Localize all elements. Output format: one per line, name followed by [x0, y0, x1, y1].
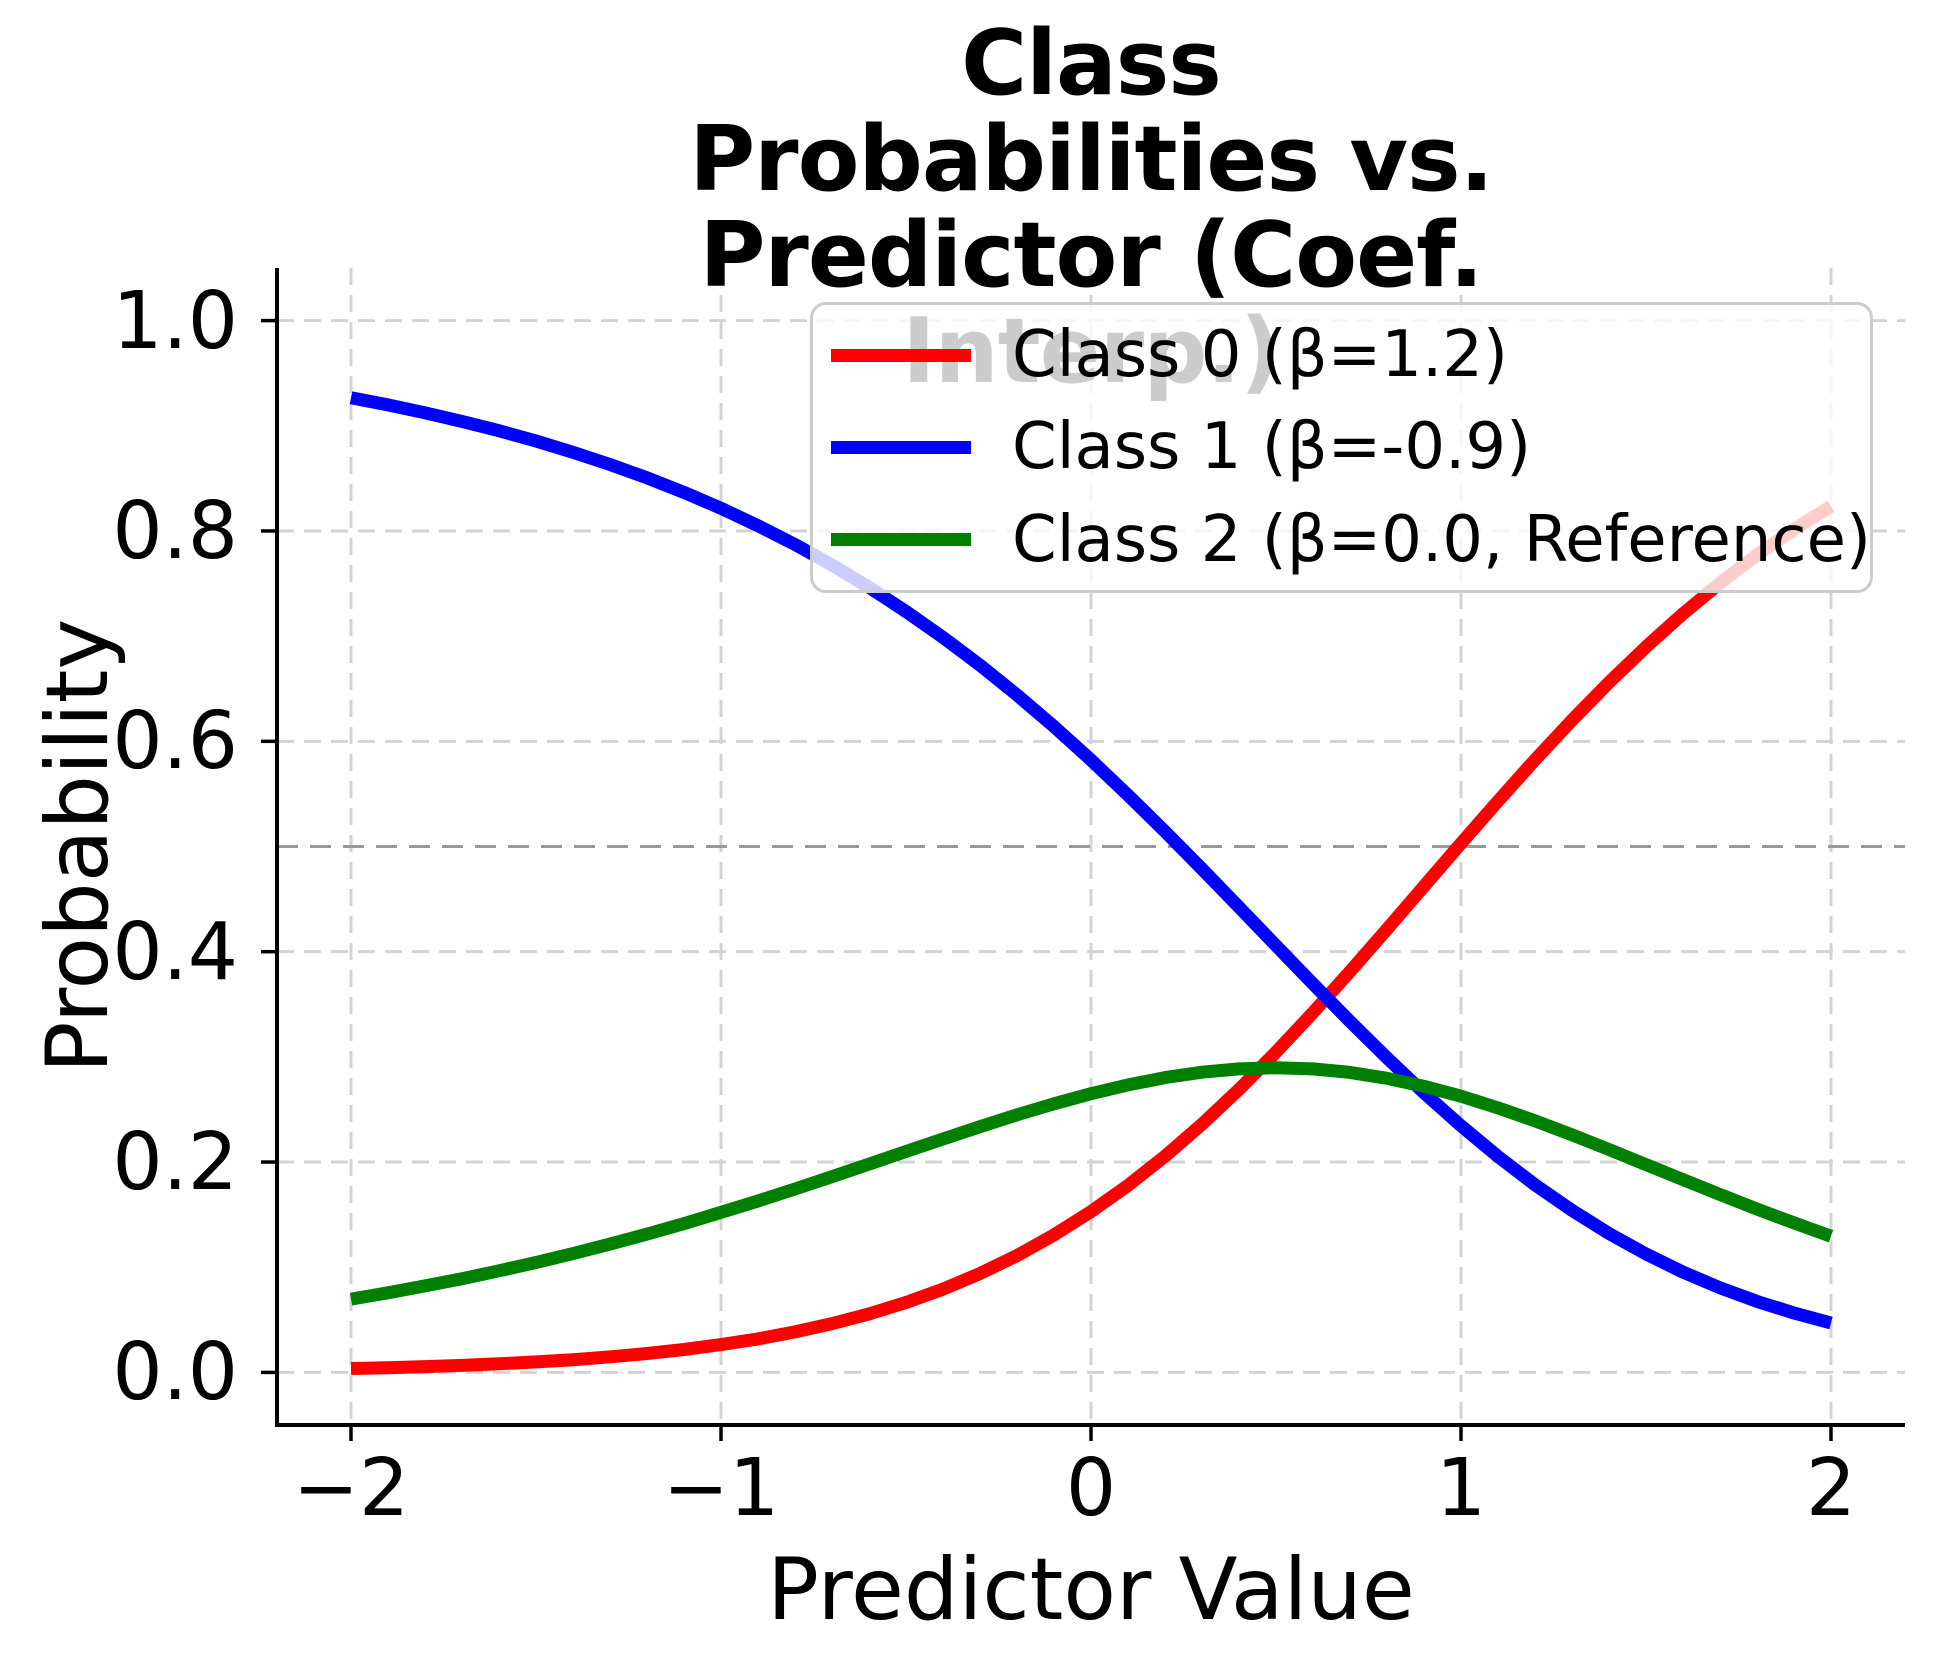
x-axis-label: Predictor Value	[767, 1540, 1415, 1640]
y-tick-label: 0.2	[112, 1116, 238, 1209]
legend-label-class-2: Class 2 (β=0.0, Reference)	[1012, 502, 1871, 577]
x-tick-label: 1	[1435, 1442, 1487, 1534]
x-tick-label: 2	[1805, 1442, 1857, 1534]
legend-item-class-2: Class 2 (β=0.0, Reference)	[813, 502, 1871, 577]
legend-item-class-0: Class 0 (β=1.2)	[813, 318, 1870, 392]
legend-item-class-1: Class 1 (β=-0.9)	[813, 410, 1870, 484]
y-tick-label: 0.4	[112, 905, 238, 998]
y-axis-label: Probability	[28, 618, 128, 1074]
y-tick-label: 0.8	[112, 484, 238, 577]
legend-label-class-1: Class 1 (β=-0.9)	[1012, 410, 1532, 485]
x-tick-label: 0	[1065, 1442, 1117, 1534]
legend: Class 0 (β=1.2) Class 1 (β=-0.9) Class 2…	[810, 302, 1873, 593]
y-tick-label: 1.0	[112, 274, 238, 367]
curves	[349, 391, 1835, 1375]
y-tick-label: 0.0	[112, 1326, 238, 1419]
y-tick-label: 0.6	[112, 695, 238, 788]
legend-swatch-class-2-icon	[831, 533, 971, 547]
legend-swatch-class-1-icon	[831, 440, 971, 454]
tick-marks	[261, 318, 1833, 1441]
legend-swatch-class-0-icon	[831, 348, 971, 362]
legend-label-class-0: Class 0 (β=1.2)	[1012, 318, 1508, 393]
x-tick-label: −2	[292, 1442, 410, 1534]
x-tick-label: −1	[662, 1442, 780, 1534]
